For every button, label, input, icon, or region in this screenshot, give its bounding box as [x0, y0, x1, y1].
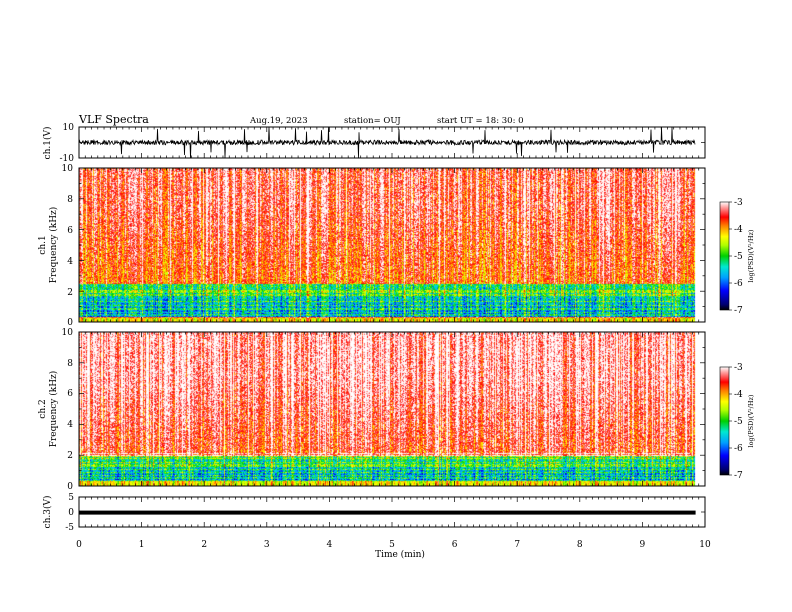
- waveform-ch3-ytick: -5: [65, 523, 74, 533]
- x-tick-label: 2: [201, 540, 207, 550]
- x-tick-label: 10: [699, 540, 711, 550]
- colorbar-ch1-tick: -6: [734, 279, 743, 289]
- x-tick-label: 8: [577, 540, 583, 550]
- waveform-ch3-panel: 5 0 -5 ch.3(V): [42, 493, 706, 533]
- colorbar-ch1-tick: -7: [734, 306, 743, 316]
- colorbar-ch2: [719, 366, 730, 476]
- figure-title: VLF Spectra: [78, 113, 149, 126]
- waveform-ch1-ytick-top: 10: [63, 123, 75, 133]
- spectrogram-ch1-heatmap: [79, 168, 705, 322]
- spectrogram-ch2-heatmap: [79, 332, 705, 486]
- x-tick-label: 5: [389, 540, 395, 550]
- x-tick-label: 7: [514, 540, 520, 550]
- waveform-ch3-ytick: 0: [68, 508, 74, 518]
- waveform-ch1-ylabel: ch.1(V): [42, 127, 53, 160]
- x-axis-label: Time (min): [375, 549, 425, 560]
- x-tick-label: 4: [327, 540, 333, 550]
- waveform-ch1-ytick-bottom: -10: [60, 154, 75, 164]
- x-axis-tick-labels: 0 1 2 3 4 5 6 7 8 9 10: [76, 540, 711, 550]
- colorbar-ch1-tick: -3: [734, 198, 743, 208]
- waveform-ch3-trace: [79, 510, 696, 515]
- spectrogram-ch2-ytick: 2: [67, 451, 73, 461]
- colorbar-ch1-tick: -5: [734, 252, 743, 262]
- waveform-ch3-ytick: 5: [68, 493, 74, 503]
- spectrogram-ch1-ylabel: ch.1Frequency (kHz): [38, 207, 59, 284]
- x-tick-label: 6: [452, 540, 458, 550]
- colorbar-ch1-tick: -4: [734, 225, 743, 235]
- x-tick-label: 0: [76, 540, 82, 550]
- colorbar-ch1-label: log(PSD)(V²/Hz): [747, 229, 755, 282]
- spectrogram-ch1-ytick: 0: [67, 318, 73, 328]
- header-date: Aug.19, 2023: [249, 116, 308, 126]
- x-tick-label: 1: [139, 540, 145, 550]
- colorbar-ch2-label: log(PSD)(V²/Hz): [747, 394, 755, 447]
- header-station: station= OUJ: [344, 116, 401, 126]
- waveform-ch3-ylabel: ch.3(V): [42, 496, 53, 529]
- colorbar-ch2-tick: -5: [734, 417, 743, 427]
- colorbar-ch2-tick: -7: [734, 471, 743, 481]
- spectrogram-ch1-panel: 0 2 4 6 8 10 ch.1Frequency (kHz) -3 -4 -…: [38, 164, 755, 328]
- colorbar-ch1: [719, 201, 730, 311]
- x-tick-label: 3: [264, 540, 270, 550]
- spectrogram-ch1-ytick: 4: [67, 257, 73, 267]
- spectrogram-ch2-ytick: 6: [67, 389, 73, 399]
- spectrogram-ch1-ytick: 8: [67, 195, 73, 205]
- spectrogram-ch1-ytick: 2: [67, 288, 73, 298]
- spectrogram-ch2-ytick: 4: [67, 420, 73, 430]
- spectrogram-ch2-ytick: 0: [67, 482, 73, 492]
- spectrogram-ch2-ylabel: ch.2Frequency (kHz): [38, 371, 59, 448]
- x-tick-label: 9: [640, 540, 646, 550]
- colorbar-ch2-tick: -3: [734, 363, 743, 373]
- waveform-ch1-panel: 10 -10 ch.1(V): [42, 123, 706, 164]
- spectrogram-ch2-ytick: 10: [62, 328, 74, 338]
- spectrogram-ch2-ytick: 8: [67, 359, 73, 369]
- header-start-ut: start UT = 18: 30: 0: [437, 116, 524, 126]
- spectrogram-ch1-ytick: 6: [67, 226, 73, 236]
- spectrogram-ch2-panel: 0 2 4 6 8 10 ch.2Frequency (kHz) -3 -4 -…: [38, 328, 755, 492]
- colorbar-ch2-tick: -6: [734, 444, 743, 454]
- spectrogram-ch1-ytick: 10: [62, 164, 74, 174]
- colorbar-ch2-tick: -4: [734, 390, 743, 400]
- waveform-ch1-trace: [79, 127, 696, 158]
